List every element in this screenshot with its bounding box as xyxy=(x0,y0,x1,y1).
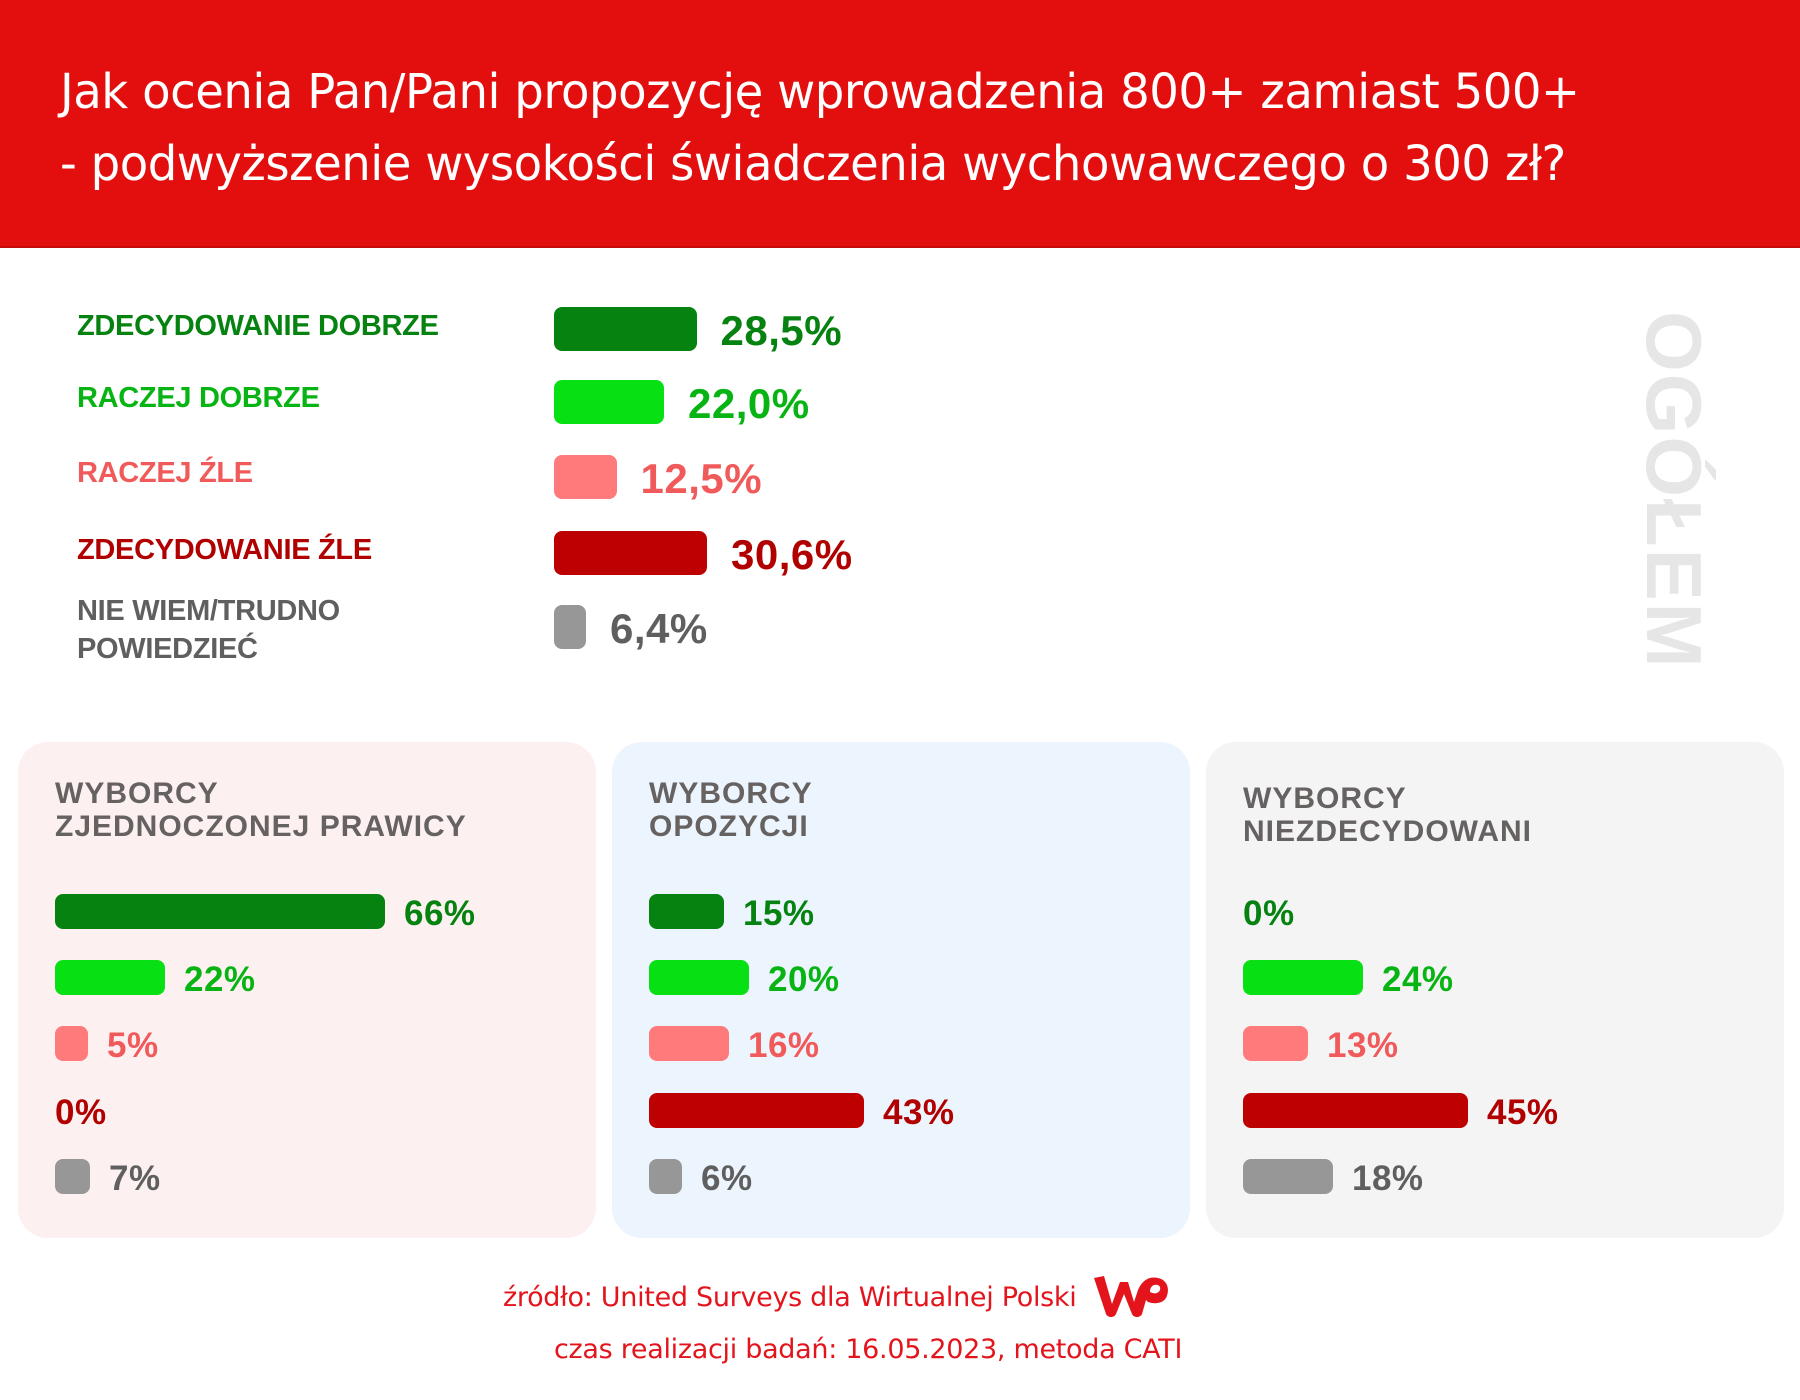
category-label-raczej-dobrze: RACZEJ DOBRZE xyxy=(77,382,320,414)
panel-bar-nie-wiem xyxy=(55,1159,90,1194)
panel-bar-raczej-zle xyxy=(649,1026,729,1061)
overall-bar-zdecydowanie-dobrze xyxy=(554,307,697,351)
title-banner: Jak ocenia Pan/Pani propozycję wprowadze… xyxy=(0,0,1800,248)
panel-wyborcy-zjednoczonej-prawicy: WYBORCY ZJEDNOCZONEJ PRAWICY 66% 22% 5% 0% 7… xyxy=(18,742,596,1238)
panel-bar-zdecydowanie-zle xyxy=(649,1093,864,1128)
panel-value-label-raczej-dobrze: 20% xyxy=(768,960,840,999)
category-label-zdecydowanie-zle: ZDECYDOWANIE ŹLE xyxy=(77,534,372,566)
panel-wyborcy-opozycji: WYBORCY OPOZYCJI 15% 20% 16% 43% 6% xyxy=(612,742,1190,1238)
panel-title-line-1: WYBORCY xyxy=(55,777,219,810)
panel-value-label-raczej-dobrze: 24% xyxy=(1382,960,1454,999)
chart-title-line-2: - podwyższenie wysokości świadczenia wyc… xyxy=(60,136,1566,192)
panel-wyborcy-niezdecydowani: WYBORCY NIEZDECYDOWANI 0% 24% 13% 45% 18% xyxy=(1206,742,1784,1238)
category-label-zdecydowanie-dobrze: ZDECYDOWANIE DOBRZE xyxy=(77,310,439,342)
panel-value-label-raczej-zle: 13% xyxy=(1327,1026,1399,1065)
panel-value-label-zdecydowanie-zle: 0% xyxy=(55,1093,107,1132)
overall-side-label: OGÓŁEM xyxy=(1630,310,1718,670)
overall-value-label-raczej-zle: 12,5% xyxy=(640,455,763,502)
panel-bar-nie-wiem xyxy=(1243,1159,1333,1194)
panel-value-label-raczej-zle: 5% xyxy=(107,1026,159,1065)
panel-title-line-2: ZJEDNOCZONEJ PRAWICY xyxy=(55,810,467,843)
panel-bar-nie-wiem xyxy=(649,1159,682,1194)
overall-bar-raczej-zle xyxy=(554,455,617,499)
panel-title: WYBORCY ZJEDNOCZONEJ PRAWICY xyxy=(55,777,467,843)
panel-title-line-2: OPOZYCJI xyxy=(649,810,809,843)
panel-value-label-zdecydowanie-zle: 43% xyxy=(883,1093,955,1132)
overall-value-label-zdecydowanie-zle: 30,6% xyxy=(731,531,853,578)
panel-bar-zdecydowanie-dobrze xyxy=(55,894,385,929)
panel-bar-raczej-zle xyxy=(55,1026,88,1061)
panel-value-label-raczej-dobrze: 22% xyxy=(184,960,256,999)
panel-title: WYBORCY OPOZYCJI xyxy=(649,777,813,843)
overall-bar-nie-wiem xyxy=(554,605,586,649)
category-label-nie-wiem-line-2: POWIEDZIEĆ xyxy=(77,633,258,665)
panel-value-label-zdecydowanie-zle: 45% xyxy=(1487,1093,1559,1132)
panel-title-line-1: WYBORCY xyxy=(649,777,813,810)
panel-value-label-raczej-zle: 16% xyxy=(748,1026,820,1065)
panel-value-label-nie-wiem: 7% xyxy=(109,1159,161,1198)
category-label-raczej-zle: RACZEJ ŹLE xyxy=(77,457,253,489)
panel-bar-raczej-dobrze xyxy=(1243,960,1363,995)
overall-bar-zdecydowanie-zle xyxy=(554,531,707,575)
overall-value-label-nie-wiem: 6,4% xyxy=(610,605,708,652)
category-label-nie-wiem-line-1: NIE WIEM/TRUDNO xyxy=(77,595,340,627)
panel-value-label-nie-wiem: 6% xyxy=(701,1159,753,1198)
wp-logo-icon xyxy=(1094,1276,1168,1317)
panel-title-line-2: NIEZDECYDOWANI xyxy=(1243,815,1533,848)
method-text: czas realizacji badań: 16.05.2023, metod… xyxy=(554,1334,1183,1365)
panel-bar-zdecydowanie-dobrze xyxy=(649,894,724,929)
panel-title-line-1: WYBORCY xyxy=(1243,782,1407,815)
panel-bar-raczej-zle xyxy=(1243,1026,1308,1061)
panel-bar-raczej-dobrze xyxy=(649,960,749,995)
category-label-nie-wiem: NIE WIEM/TRUDNO POWIEDZIEĆ xyxy=(77,592,340,668)
panel-value-label-zdecydowanie-dobrze: 66% xyxy=(404,894,476,933)
panel-bar-zdecydowanie-zle xyxy=(1243,1093,1468,1128)
panel-value-label-nie-wiem: 18% xyxy=(1352,1159,1424,1198)
chart-title-line-1: Jak ocenia Pan/Pani propozycję wprowadze… xyxy=(60,64,1580,120)
panel-title: WYBORCY NIEZDECYDOWANI xyxy=(1243,782,1532,848)
overall-bar-raczej-dobrze xyxy=(554,380,664,424)
panel-bar-raczej-dobrze xyxy=(55,960,165,995)
panel-value-label-zdecydowanie-dobrze: 15% xyxy=(743,894,815,933)
source-text: źródło: United Surveys dla Wirtualnej Po… xyxy=(503,1282,1077,1313)
overall-value-label-raczej-dobrze: 22,0% xyxy=(688,380,810,427)
overall-value-label-zdecydowanie-dobrze: 28,5% xyxy=(720,307,843,354)
panel-value-label-zdecydowanie-dobrze: 0% xyxy=(1243,894,1295,933)
